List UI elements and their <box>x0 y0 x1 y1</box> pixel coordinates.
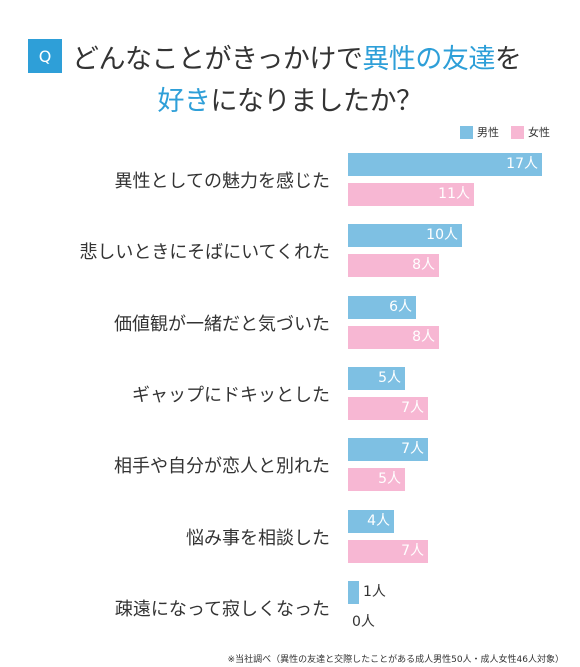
title-text-tail: を <box>494 43 522 75</box>
bar-male <box>348 224 462 248</box>
value-label-male: 6人 <box>389 298 412 315</box>
value-label-female: 5人 <box>378 471 401 488</box>
value-label-female: 0人 <box>352 613 375 630</box>
bar-female <box>348 254 439 278</box>
bar-female <box>348 183 474 206</box>
bar-male <box>348 438 428 462</box>
value-label-female: 7人 <box>401 399 424 416</box>
chart-legend: 男性 女性 <box>448 124 550 140</box>
value-label-female: 7人 <box>401 542 424 559</box>
bar-male <box>348 295 416 319</box>
bar-male <box>348 366 405 390</box>
value-label-male: 5人 <box>378 369 401 386</box>
question-badge: Q <box>28 39 62 73</box>
category-label: ギャップにドキッとした <box>132 384 330 406</box>
legend-label-male: 男性 <box>477 126 499 139</box>
bar-male <box>348 153 542 176</box>
value-label-female: 11人 <box>438 186 470 202</box>
legend-label-female: 女性 <box>528 126 550 139</box>
value-label-male: 10人 <box>426 227 458 244</box>
bar-female <box>348 325 439 349</box>
title-text-tail-2: になりましたか？ <box>210 85 424 117</box>
title-line-2: 好きになりましたか？ <box>157 79 424 118</box>
value-label-male: 4人 <box>367 512 390 529</box>
category-label: 悲しいときにそばにいてくれた <box>79 242 330 264</box>
bar-male <box>348 580 359 604</box>
value-label-male: 7人 <box>401 441 424 458</box>
value-label-female: 8人 <box>412 328 435 345</box>
legend-item-male: 男性 <box>460 124 499 140</box>
category-label: 相手や自分が恋人と別れた <box>114 456 330 478</box>
title-text-plain: どんなことがきっかけで <box>72 43 363 75</box>
bar-female <box>348 396 428 420</box>
category-label: 悩み事を相談した <box>186 527 330 549</box>
category-label: 疎遠になって寂しくなった <box>114 598 330 620</box>
title-text-highlight: 異性の友達 <box>362 43 495 75</box>
footnote: ※当社調べ（異性の友達と交際したことがある成人男性50人・成人女性46人対象） <box>227 655 564 665</box>
legend-swatch-male <box>460 125 473 139</box>
bar-male <box>348 509 394 533</box>
title-line-1: どんなことがきっかけで異性の友達を <box>72 37 522 76</box>
category-label: 価値観が一緒だと気づいた <box>114 313 330 335</box>
bar-female <box>348 468 405 492</box>
title-text-highlight-2: 好き <box>157 85 212 117</box>
legend-swatch-female <box>511 125 524 139</box>
category-label: 異性としての魅力を感じた <box>114 171 330 192</box>
value-label-male: 17人 <box>506 156 538 172</box>
title-row-2: 好きになりましたか？ <box>0 78 580 118</box>
legend-item-female: 女性 <box>511 124 550 140</box>
bar-female <box>348 539 428 563</box>
value-label-female: 8人 <box>412 257 435 274</box>
title-row-1: Q どんなことがきっかけで異性の友達を <box>28 36 522 76</box>
value-label-male: 1人 <box>363 583 386 600</box>
